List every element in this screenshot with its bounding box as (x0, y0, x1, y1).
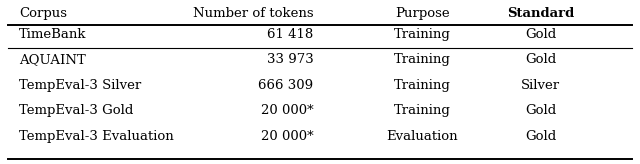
Text: Silver: Silver (521, 79, 561, 92)
Text: Training: Training (394, 28, 451, 41)
Text: Gold: Gold (525, 28, 556, 41)
Text: Corpus: Corpus (19, 7, 67, 20)
Text: Evaluation: Evaluation (387, 130, 458, 143)
Text: Gold: Gold (525, 53, 556, 66)
Text: Number of tokens: Number of tokens (193, 7, 314, 20)
Text: 33 973: 33 973 (267, 53, 314, 66)
Text: 20 000*: 20 000* (261, 130, 314, 143)
Text: Training: Training (394, 79, 451, 92)
Text: TempEval-3 Evaluation: TempEval-3 Evaluation (19, 130, 174, 143)
Text: TempEval-3 Gold: TempEval-3 Gold (19, 104, 134, 117)
Text: 666 309: 666 309 (259, 79, 314, 92)
Text: Standard: Standard (507, 7, 575, 20)
Text: Gold: Gold (525, 130, 556, 143)
Text: Purpose: Purpose (395, 7, 450, 20)
Text: Gold: Gold (525, 104, 556, 117)
Text: 61 418: 61 418 (268, 28, 314, 41)
Text: AQUAINT: AQUAINT (19, 53, 86, 66)
Text: TimeBank: TimeBank (19, 28, 86, 41)
Text: 20 000*: 20 000* (261, 104, 314, 117)
Text: Training: Training (394, 104, 451, 117)
Text: TempEval-3 Silver: TempEval-3 Silver (19, 79, 141, 92)
Text: Training: Training (394, 53, 451, 66)
